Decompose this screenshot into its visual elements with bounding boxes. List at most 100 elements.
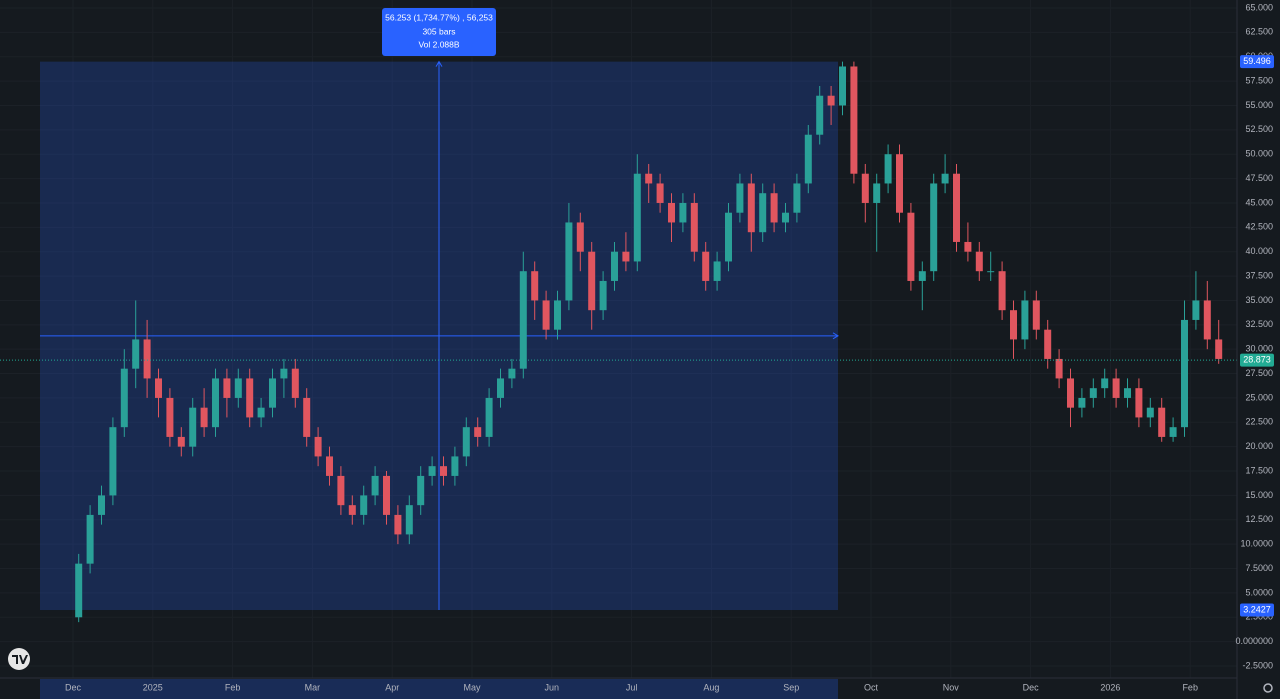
logo xyxy=(8,648,30,670)
candle-body xyxy=(303,397,311,437)
candle-body xyxy=(1203,300,1211,340)
y-tick-label: 17.500 xyxy=(1245,465,1273,475)
x-tick-label: Aug xyxy=(703,682,719,692)
candle-body xyxy=(690,202,698,252)
candle-body xyxy=(770,193,778,223)
candle-body xyxy=(827,95,835,106)
candle-body xyxy=(371,475,379,496)
candle-body xyxy=(873,183,881,203)
candle-body xyxy=(246,378,254,418)
candle-body xyxy=(234,378,242,398)
candle-body xyxy=(782,212,789,223)
y-tick-label: 40.000 xyxy=(1245,246,1273,256)
candle-body xyxy=(212,378,219,428)
candle-body xyxy=(269,378,276,408)
x-tick-label: 2025 xyxy=(143,682,163,692)
candle-body xyxy=(793,183,801,213)
candle-body xyxy=(633,173,641,262)
candle-body xyxy=(576,222,584,252)
candle-body xyxy=(428,466,436,476)
candle-body xyxy=(725,212,732,262)
candle-body xyxy=(850,66,858,174)
candle-body xyxy=(816,95,824,135)
y-tick-label: 52.500 xyxy=(1245,124,1273,134)
y-tick-label: 12.500 xyxy=(1245,514,1273,524)
candle-body xyxy=(964,241,972,252)
candle-body xyxy=(383,475,390,515)
candle-body xyxy=(360,495,368,515)
candle-body xyxy=(257,407,265,418)
candle-body xyxy=(132,339,140,369)
candle-body xyxy=(474,427,482,437)
candle-body xyxy=(930,183,938,272)
candle-body xyxy=(143,339,151,379)
candle-body xyxy=(200,407,208,428)
measure-info-volume: Vol 2.088B xyxy=(418,39,459,49)
candle-body xyxy=(508,368,516,379)
grid xyxy=(0,0,1237,678)
candle-body xyxy=(1010,310,1017,340)
candle-body xyxy=(75,563,83,618)
y-tick-label: 45.000 xyxy=(1245,197,1273,207)
measure-low-label-box xyxy=(1240,603,1274,617)
y-tick-label: 62.500 xyxy=(1245,27,1273,37)
measure-info-bars: 305 bars xyxy=(422,26,455,36)
candle-body xyxy=(417,475,425,506)
x-tick-label: May xyxy=(463,682,481,692)
candle-body xyxy=(1032,300,1040,330)
candle-body xyxy=(565,222,573,301)
gear[interactable] xyxy=(1263,683,1273,693)
candle-body xyxy=(1089,388,1097,398)
candle-body xyxy=(622,251,630,262)
candle-body xyxy=(542,300,550,330)
candle-body xyxy=(554,300,561,330)
candle-body xyxy=(975,251,983,272)
candle-body xyxy=(86,514,94,564)
last-price-label-box xyxy=(1240,353,1274,367)
y-tick-label: 65.000 xyxy=(1245,2,1273,12)
measure-low-label: 3.2427 xyxy=(1243,604,1271,614)
x-tick-label: Nov xyxy=(943,682,960,692)
candle-body xyxy=(599,280,607,311)
candle-body xyxy=(588,251,596,311)
candle-body xyxy=(462,427,470,457)
candle-body xyxy=(291,368,299,398)
y-tick-label: 55.000 xyxy=(1245,100,1273,110)
candle-body xyxy=(759,193,767,233)
candle-body xyxy=(1146,407,1154,418)
measure-info-change: 56.253 (1,734.77%) , 56,253 xyxy=(385,12,493,22)
y-tick-label: 57.500 xyxy=(1245,75,1273,85)
candle-body xyxy=(987,271,995,273)
candle-body xyxy=(189,407,197,447)
settings-icon[interactable] xyxy=(1263,683,1273,693)
candle-body xyxy=(314,436,322,457)
logo-badge xyxy=(8,648,30,670)
candle-body xyxy=(166,397,174,437)
y-tick-label: 47.500 xyxy=(1245,173,1273,183)
candle-body xyxy=(394,514,402,535)
x-tick-label: Dec xyxy=(65,682,82,692)
y-tick-label: 30.000 xyxy=(1245,344,1273,354)
measure-axis-highlight xyxy=(40,679,838,699)
candle-body xyxy=(1124,388,1131,398)
candle-body xyxy=(440,466,447,476)
candle-body xyxy=(1169,427,1177,437)
candle-body xyxy=(1158,407,1166,437)
candle-body xyxy=(155,378,162,398)
candle-body xyxy=(736,183,744,213)
candles xyxy=(0,61,1237,623)
candle-body xyxy=(531,271,539,301)
x-tick-label: Apr xyxy=(385,682,399,692)
y-tick-label: 7.5000 xyxy=(1245,563,1273,573)
last-price-label: 28.873 xyxy=(1243,355,1271,365)
y-tick-label: 20.000 xyxy=(1245,441,1273,451)
candle-body xyxy=(1192,300,1200,320)
candle-body xyxy=(1215,339,1223,359)
measure-info-box xyxy=(382,8,496,56)
x-tick-label: Mar xyxy=(305,682,321,692)
candle-body xyxy=(1021,300,1029,340)
candle-body xyxy=(941,173,949,184)
candle-body xyxy=(1112,378,1120,398)
